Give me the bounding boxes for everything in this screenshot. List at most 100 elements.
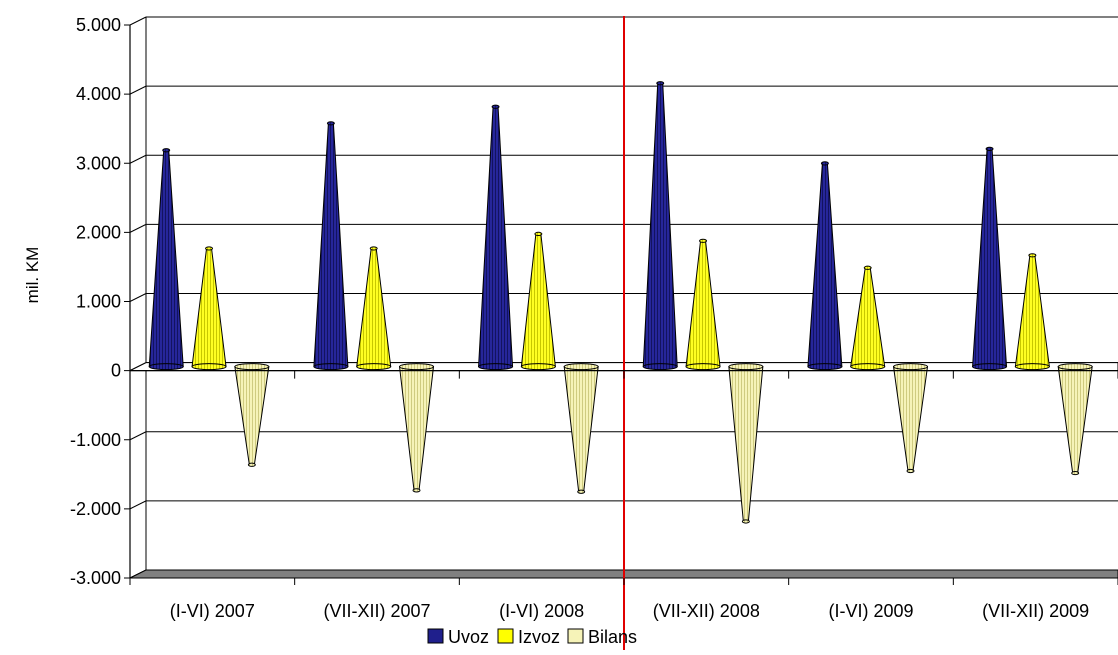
cone-body — [313, 122, 349, 368]
cone-body — [972, 148, 1008, 368]
cone-base — [1014, 363, 1050, 371]
cone-cap — [1028, 253, 1037, 258]
y-tick-label: -1.000 — [70, 430, 121, 450]
cone-cap — [656, 81, 665, 86]
cone-cap — [699, 238, 708, 243]
y-tick-label: 4.000 — [76, 84, 121, 104]
cone-cap — [863, 265, 872, 270]
cone-body — [563, 366, 599, 493]
cone-body — [1014, 254, 1050, 368]
y-tick-label: 0 — [111, 361, 121, 381]
cone-tip — [412, 488, 421, 493]
bar-uvoz-1 — [313, 121, 349, 371]
cone-tip — [247, 462, 256, 467]
cone-base — [356, 363, 392, 371]
cone-body — [728, 366, 764, 522]
cone-base — [972, 363, 1008, 371]
bar-bilans-5 — [1057, 363, 1093, 476]
gridline-side — [129, 154, 147, 164]
cone-cap — [205, 246, 214, 251]
cone-body — [356, 247, 392, 368]
cone-tip — [1071, 470, 1080, 476]
legend-item-bilans: Bilans — [567, 627, 637, 647]
y-tick-label: 5.000 — [76, 15, 121, 35]
x-tick-label: (I-VI) 2008 — [499, 601, 584, 621]
cone-cap — [534, 231, 543, 237]
cone-cap — [369, 246, 378, 251]
gridline-side — [129, 293, 147, 302]
cone-base — [313, 363, 349, 371]
bar-izvoz-4 — [850, 265, 886, 371]
bar-izvoz-5 — [1014, 253, 1050, 371]
bar-uvoz-2 — [478, 104, 514, 371]
cone-body — [892, 366, 929, 472]
cone-body — [642, 82, 678, 368]
x-tick-label: (I-VI) 2007 — [170, 601, 255, 621]
cone-tip — [577, 489, 586, 494]
bar-bilans-2 — [563, 363, 599, 494]
x-tick-label: (VII-XII) 2007 — [323, 601, 430, 621]
bar-bilans-4 — [892, 363, 929, 474]
legend-item-izvoz: Izvoz — [497, 627, 560, 647]
bar-bilans-0 — [234, 363, 270, 467]
cone-cap — [326, 121, 335, 126]
legend-label: Uvoz — [448, 627, 489, 647]
cone-body — [1057, 366, 1093, 474]
cone-body — [685, 240, 721, 368]
cone-base — [191, 363, 227, 371]
cone-body — [807, 162, 843, 368]
cone-tip — [741, 519, 750, 524]
cone-cap — [162, 148, 171, 153]
bar-bilans-1 — [398, 363, 435, 493]
x-tick-label: (I-VI) 2009 — [828, 601, 913, 621]
x-tick-label: (VII-XII) 2009 — [982, 601, 1089, 621]
bar-izvoz-0 — [191, 246, 227, 371]
cone-tip — [906, 468, 915, 474]
x-tick-label: (VII-XII) 2008 — [653, 601, 760, 621]
cone-body — [478, 106, 514, 368]
gridline-side — [129, 500, 147, 510]
legend-swatch — [497, 628, 514, 644]
bar-uvoz-4 — [807, 161, 843, 371]
gridline-side — [129, 431, 147, 441]
cone-body — [148, 149, 184, 368]
cone-top — [728, 363, 764, 371]
bar-uvoz-5 — [972, 146, 1008, 371]
cone-base — [148, 363, 184, 371]
bar-uvoz-0 — [148, 148, 184, 371]
cone-base — [807, 363, 843, 371]
bar-bilans-3 — [728, 363, 764, 524]
bar-uvoz-3 — [642, 81, 678, 371]
y-axis-label: mil. KM — [23, 247, 42, 304]
gridline-side — [129, 16, 147, 26]
cone-cap — [985, 146, 994, 151]
cone-base — [520, 363, 556, 371]
gridline-side — [129, 85, 147, 95]
y-tick-label: -3.000 — [70, 568, 121, 588]
legend-label: Izvoz — [518, 627, 560, 647]
cone-cap — [820, 161, 829, 166]
cone-body — [850, 267, 886, 368]
legend-item-uvoz: Uvoz — [427, 627, 489, 647]
cone-base — [478, 363, 514, 371]
bar-izvoz-3 — [685, 238, 721, 371]
cone-top — [234, 363, 270, 371]
y-tick-label: 2.000 — [76, 222, 121, 242]
legend-swatch — [427, 628, 444, 644]
cone-body — [234, 366, 270, 466]
bar-izvoz-1 — [356, 246, 392, 371]
cone-body — [191, 247, 227, 368]
cone-base — [850, 363, 886, 371]
legend-label: Bilans — [588, 627, 637, 647]
cone-top — [893, 363, 929, 371]
cone-top — [399, 363, 435, 371]
cone-top — [563, 363, 599, 371]
gridline-side — [129, 223, 147, 233]
y-tick-label: 1.000 — [76, 292, 121, 312]
chart-axes: 5.000 4.000 3.000 2.000 1.000 0 -1.000 -2.000 -3… — [70, 15, 1118, 650]
legend: Uvoz Izvoz Bilans — [427, 627, 637, 647]
legend-swatch — [567, 628, 584, 644]
cone-body — [520, 233, 556, 368]
cone-base — [642, 363, 678, 371]
chart-marks — [148, 81, 1093, 524]
